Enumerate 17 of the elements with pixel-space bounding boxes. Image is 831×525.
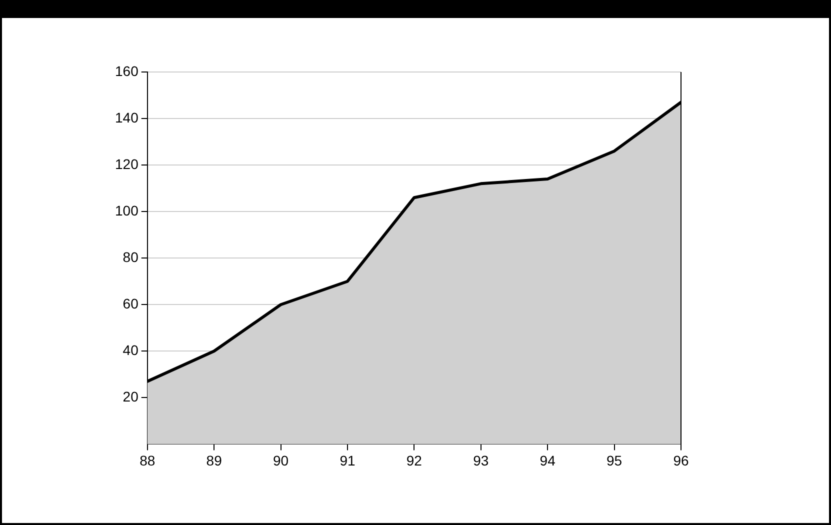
x-tick-label: 91 <box>340 452 356 468</box>
y-tick-label: 160 <box>115 62 139 79</box>
x-tick-label: 88 <box>140 452 156 468</box>
y-tick-label: 100 <box>115 202 139 218</box>
y-tick-label: 60 <box>122 295 139 312</box>
y-tick-label: 120 <box>115 156 139 172</box>
x-tick-label: 93 <box>473 452 489 468</box>
x-tick-label: 95 <box>606 452 622 468</box>
y-tick-label: 40 <box>122 342 139 358</box>
x-tick-label: 96 <box>673 452 689 468</box>
x-tick-label: 89 <box>206 452 222 468</box>
y-tick-label: 140 <box>115 109 139 126</box>
x-tick-label: 94 <box>540 452 556 468</box>
y-tick-label: 20 <box>122 388 139 405</box>
y-tick-label: 80 <box>122 248 139 265</box>
x-tick-label: 90 <box>272 452 289 468</box>
x-tick-label: 92 <box>406 452 422 468</box>
